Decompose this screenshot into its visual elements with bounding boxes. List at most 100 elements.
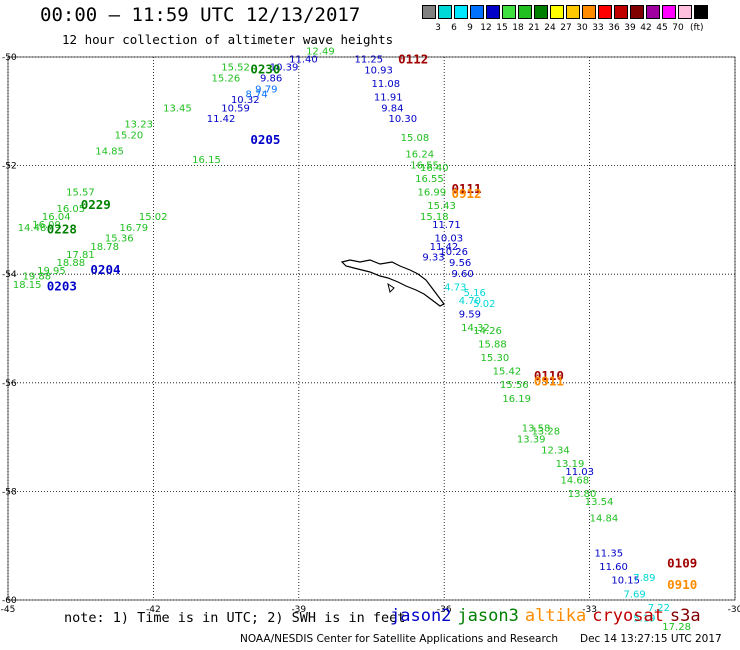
swh-value: 15.02: [139, 212, 168, 223]
swh-value: 13.39: [517, 435, 546, 446]
swh-value: 9.60: [451, 269, 473, 280]
lat-tick-label: -58: [2, 487, 17, 497]
track-time-label: 0230: [250, 61, 280, 76]
swh-value: 15.88: [478, 340, 507, 351]
scale-swatch: [662, 5, 676, 19]
swh-value: 4.73: [444, 282, 466, 293]
scale-label: 42: [640, 23, 652, 33]
swh-value: 14.84: [590, 513, 619, 524]
lon-tick-label: -45: [1, 605, 16, 615]
scale-label: 45: [656, 23, 668, 33]
swh-value: 17.81: [66, 250, 95, 261]
satellite-legend: jason2 jason3 altika cryosat s3a: [390, 606, 707, 626]
scale-label: 6: [451, 23, 457, 33]
swh-value: 16.99: [418, 187, 447, 198]
lat-tick-label: -54: [2, 270, 17, 280]
swh-value: 4.70: [459, 296, 481, 307]
track-time-label: 0110: [534, 368, 564, 383]
swh-value: 11.71: [432, 220, 461, 231]
track-time-label: 0204: [90, 262, 120, 277]
swh-value: 14.68: [561, 475, 590, 486]
swh-value: 19.95: [37, 266, 66, 277]
swh-value: 11.25: [355, 54, 384, 65]
swh-value: 18.78: [90, 242, 119, 253]
map-axes: -45 -42 -39 -36 -33 -30 -50 -52 -54 -56 -58 -60: [1, 53, 740, 615]
swh-value: 5.16: [464, 288, 486, 299]
swh-value: 12.49: [306, 46, 335, 57]
swh-value: 15.30: [481, 353, 510, 364]
swh-value: 10.93: [364, 65, 393, 76]
scale-swatch: [534, 5, 548, 19]
scale-label: 3: [435, 23, 441, 33]
swh-value: 15.18: [420, 212, 449, 223]
swh-value: 7.69: [624, 589, 646, 600]
scale-swatch: [550, 5, 564, 19]
swh-value: 13.19: [556, 459, 585, 470]
swh-value: 14.48: [18, 223, 47, 234]
scale-label: 24: [544, 23, 556, 33]
swh-value: 13.23: [124, 120, 153, 131]
scale-swatch: [598, 5, 612, 19]
swh-value: 10.32: [231, 95, 260, 106]
swh-value: 13.45: [163, 103, 192, 114]
swh-value: 14.32: [461, 323, 490, 334]
swh-value: 11.60: [599, 562, 628, 573]
legend-jason2: jason2: [390, 606, 452, 626]
swh-value: 15.08: [401, 133, 430, 144]
credit-line: NOAA/NESDIS Center for Satellite Applica…: [240, 633, 558, 645]
swh-value: 11.42: [430, 242, 459, 253]
swh-value: 15.43: [427, 201, 456, 212]
track-time-label: 0912: [451, 186, 481, 201]
swh-value: 15.56: [500, 380, 529, 391]
swh-value: 16.19: [502, 394, 531, 405]
swh-value: 5.02: [473, 299, 495, 310]
swh-value: 5.19: [633, 614, 655, 625]
lon-tick-label: -36: [437, 605, 452, 615]
scale-swatch: [694, 5, 708, 19]
scale-label: 27: [560, 23, 572, 33]
swh-value: 10.26: [439, 247, 468, 258]
scale-label: 18: [512, 23, 524, 33]
legend-s3a: s3a: [669, 606, 701, 626]
swh-value: 16.05: [56, 204, 85, 215]
scale-swatch: [502, 5, 516, 19]
track-time-label: 0111: [451, 181, 481, 196]
footer-note: note: 1) Time is in UTC; 2) SWH is in fe…: [64, 610, 406, 626]
swh-value: 7.89: [633, 573, 655, 584]
map-frame: [7, 56, 736, 601]
track-time-label: 0109: [667, 555, 697, 570]
swh-value: 16.15: [192, 155, 221, 166]
scale-label: 12: [480, 23, 492, 33]
scale-swatch: [630, 5, 644, 19]
swh-value: 15.52: [221, 63, 250, 74]
swh-value: 11.03: [565, 467, 594, 478]
island-outline: [340, 259, 445, 307]
swh-value: 12.34: [541, 445, 570, 456]
swh-value: 11.40: [289, 54, 318, 65]
lon-tick-label: -33: [582, 605, 597, 615]
scale-unit: (ft): [690, 23, 704, 33]
swh-value: 16.40: [420, 163, 449, 174]
scale-swatch: [678, 5, 692, 19]
swh-value: 14.26: [473, 326, 502, 337]
track-time-label: 0203: [47, 278, 77, 293]
swh-value: 15.20: [115, 130, 144, 141]
swh-value: 8.74: [245, 90, 267, 101]
swh-value: 13.80: [568, 489, 597, 500]
swh-value: 9.56: [449, 258, 471, 269]
swh-value: 11.91: [374, 92, 403, 103]
legend-altika: altika: [524, 606, 587, 626]
scale-swatch: [438, 5, 452, 19]
map-subtitle: 12 hour collection of altimeter wave hei…: [62, 32, 394, 47]
track-time-label: 0910: [667, 577, 697, 592]
swh-value: 19.88: [23, 272, 52, 283]
scale-label: 70: [672, 23, 684, 33]
scale-swatch: [454, 5, 468, 19]
swh-value: 11.42: [207, 114, 236, 125]
swh-value: 16.09: [32, 220, 61, 231]
swh-value: 16.55: [410, 160, 439, 171]
swh-value: 9.86: [260, 73, 282, 84]
swh-value: 15.42: [493, 367, 522, 378]
